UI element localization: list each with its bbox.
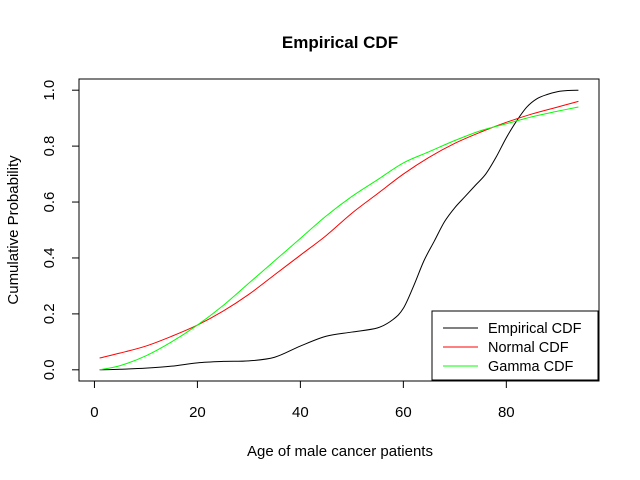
- y-axis-label: Cumulative Probability: [5, 155, 22, 305]
- x-tick-label: 0: [90, 404, 98, 421]
- legend-label-gamma-cdf: Gamma CDF: [488, 359, 574, 375]
- series-line-empirical-cdf: [99, 89, 579, 371]
- x-tick-label: 80: [498, 404, 515, 421]
- x-tick-label: 20: [189, 404, 206, 421]
- y-tick-label: 0.0: [41, 359, 58, 380]
- y-tick-label: 0.6: [41, 192, 58, 213]
- x-tick-label: 40: [292, 404, 309, 421]
- chart-title: Empirical CDF: [282, 33, 398, 52]
- x-axis-label: Age of male cancer patients: [247, 443, 433, 460]
- legend: Empirical CDF Normal CDF Gamma CDF: [431, 310, 599, 381]
- x-tick-label: 60: [395, 404, 412, 421]
- x-axis: 0 20 40 60 80: [90, 380, 515, 421]
- legend-label-empirical-cdf: Empirical CDF: [488, 321, 582, 337]
- series-line-normal-cdf: [99, 100, 579, 359]
- series-line-gamma-cdf: [99, 106, 579, 371]
- y-tick-label: 0.8: [41, 136, 58, 157]
- legend-label-normal-cdf: Normal CDF: [488, 340, 569, 356]
- y-tick-label: 0.4: [41, 248, 58, 269]
- y-tick-label: 0.2: [41, 303, 58, 324]
- series-layer: [99, 89, 579, 371]
- y-axis: 0.0 0.2 0.4 0.6 0.8 1.0: [41, 80, 80, 380]
- legend-box: [431, 310, 599, 381]
- y-tick-label: 1.0: [41, 80, 58, 101]
